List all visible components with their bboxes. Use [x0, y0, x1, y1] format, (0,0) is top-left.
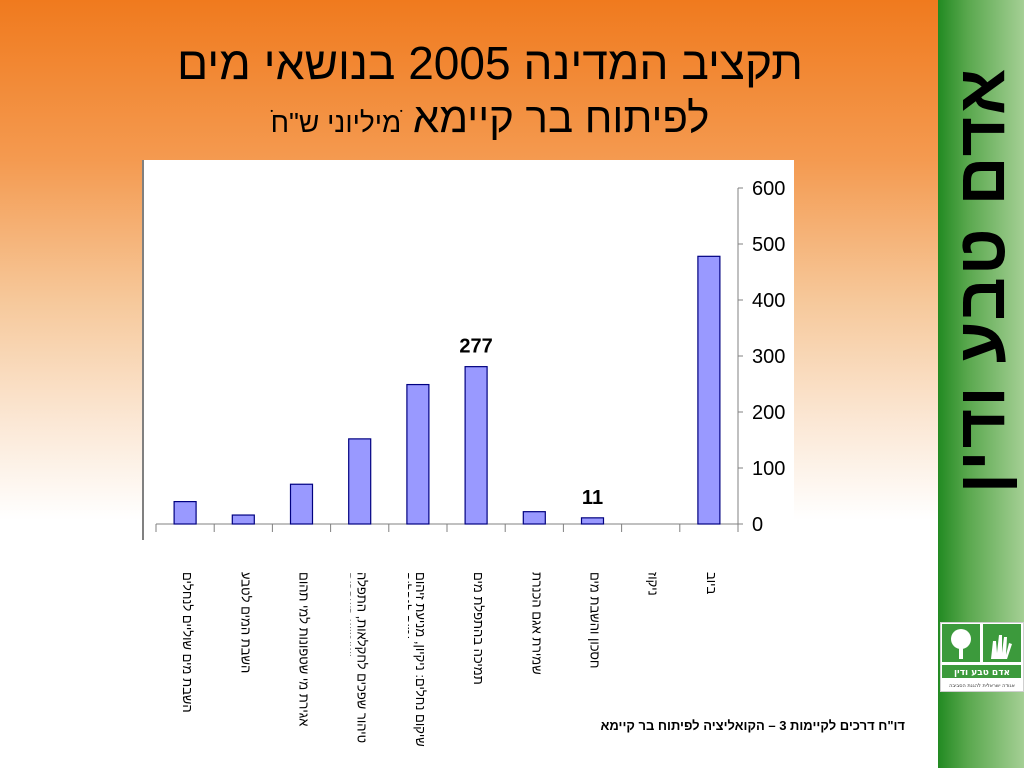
y-tick-label: 100 [752, 458, 785, 480]
category-label: השבת המים לטבע [238, 572, 254, 674]
bar-4 [348, 438, 372, 525]
bar-1 [173, 501, 197, 525]
y-tick-label: 0 [752, 514, 763, 536]
category-label: שמירת אגם הכנרת [529, 572, 545, 675]
title-line-2-text: לפיתוח בר קיימא [412, 94, 710, 141]
y-tick-label: 300 [752, 346, 785, 368]
category-label: ביוב [703, 572, 719, 595]
category-label: שיקום נחלים: ניקיון, מניעת זיהום ומים לנ… [407, 572, 428, 747]
data-label: 277 [459, 336, 492, 358]
category-label: טיהור שפכים לחקלאות, התפלה ושימוש בשפכים [349, 572, 370, 744]
brand-vertical-text: אדם טבע ודין [943, 66, 1019, 494]
category-label: השבת מים שוליים לנחלים [180, 572, 196, 713]
bar-3 [289, 483, 314, 525]
bar-8 [580, 517, 605, 525]
category-label: אגירת מי שטפונות למי תהום [296, 572, 312, 727]
footer-source: דו"ח דרכים לקיימות 3 – הקואליציה לפיתוח … [600, 718, 906, 733]
y-tick-label: 500 [752, 234, 785, 256]
y-tick-label: 400 [752, 290, 785, 312]
category-label: תמיכה בהתפלת מים [471, 572, 487, 685]
bar-6 [464, 366, 488, 525]
slide-title: תקציב המדינה 2005 בנושאי מים לפיתוח בר ק… [60, 34, 920, 149]
organization-logo: אדם טבע ודין אגודה ישראלית להגנת הסביבה [940, 622, 1024, 692]
bar-chart: 0 100 200 300 400 500 600 277 11 [142, 160, 794, 540]
bar-2 [231, 514, 255, 525]
bar-chart-svg: 0 100 200 300 400 500 600 277 11 [142, 160, 785, 540]
title-line-1: תקציב המדינה 2005 בנושאי מים [177, 37, 803, 89]
logo-text: אדם טבע ודין [954, 668, 1010, 678]
title-unit: ֹמיליוני ש"חֹ [270, 107, 402, 138]
category-label: חסכון והשבת מים [587, 572, 603, 669]
title-line-2: לפיתוח בר קיימא ֹמיליוני ש"חֹ [60, 92, 920, 149]
logo-subtext: אגודה ישראלית להגנת הסביבה [949, 683, 1015, 689]
bar-7 [522, 511, 546, 525]
data-label: 11 [582, 487, 603, 509]
category-label: ניקוז [645, 572, 661, 596]
bar-5 [406, 383, 430, 525]
y-tick-label: 600 [752, 178, 785, 200]
bar-10 [697, 255, 721, 525]
y-tick-label: 200 [752, 402, 785, 424]
logo-icon: אדם טבע ודין אגודה ישראלית להגנת הסביבה [942, 624, 1021, 689]
